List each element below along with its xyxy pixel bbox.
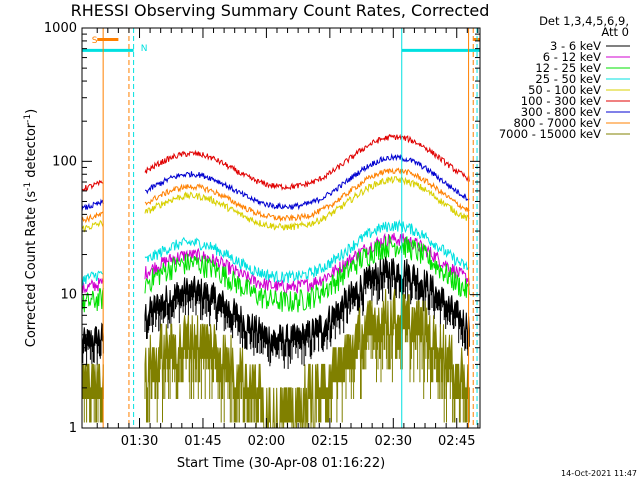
legend-entry: 25 - 50 keV xyxy=(535,72,601,86)
x-axis: 01:30 01:45 02:00 02:15 02:30 02:45 xyxy=(96,28,479,449)
y-axis-label: Corrected Count Rate (s-1 detector-1) xyxy=(23,109,39,347)
x-tick-label: 02:45 xyxy=(438,434,475,449)
chart-title: RHESSI Observing Summary Count Rates, Co… xyxy=(71,1,490,20)
x-tick-label: 02:15 xyxy=(311,434,348,449)
ylabel-end: ) xyxy=(24,109,39,114)
x-tick-label: 01:45 xyxy=(184,434,221,449)
legend-header: Att 0 xyxy=(601,25,629,39)
legend-entry: 3 - 6 keV xyxy=(550,39,601,53)
ylabel-sup1: -1 xyxy=(23,182,33,191)
x-tick-label: 02:30 xyxy=(375,434,412,449)
legend-entry: 300 - 800 keV xyxy=(521,105,601,119)
legend-header: Det 1,3,4,5,6,9, xyxy=(539,14,629,28)
series-line-2-seg-1 xyxy=(144,234,470,313)
y-axis: 1 10 100 1000 xyxy=(44,21,480,436)
legend-entry: 100 - 300 keV xyxy=(521,94,601,108)
x-axis-label: Start Time (30-Apr-08 01:16:22) xyxy=(177,456,385,471)
ylabel-main: Corrected Count Rate (s xyxy=(24,191,39,348)
y-tick-label: 1 xyxy=(69,421,77,436)
plot-frame xyxy=(81,27,481,429)
series-line-6-seg-0 xyxy=(82,198,104,212)
y-tick-label: 10 xyxy=(60,288,77,303)
plot-area: SN xyxy=(82,28,480,428)
date-stamp: 14-Oct-2021 11:47 xyxy=(561,469,637,478)
series-line-7-seg-1 xyxy=(144,167,470,223)
x-tick-label: 02:00 xyxy=(248,434,285,449)
series-line-5-seg-0 xyxy=(82,179,104,192)
legend-entry: 50 - 100 keV xyxy=(528,83,601,97)
series-line-1-seg-0 xyxy=(82,277,104,295)
series-line-0-seg-1 xyxy=(144,256,470,369)
series-line-4-seg-1 xyxy=(144,176,470,231)
series-line-4-seg-0 xyxy=(82,219,104,233)
ylabel-mid: detector xyxy=(24,122,39,182)
series-line-1-seg-1 xyxy=(144,232,470,294)
series-line-3-seg-0 xyxy=(82,270,104,286)
night-flag-label: N xyxy=(141,44,148,54)
series-line-6-seg-1 xyxy=(145,153,470,211)
series-line-0-seg-0 xyxy=(82,322,104,367)
series-line-5-seg-1 xyxy=(144,133,470,191)
series-line-8-seg-1 xyxy=(144,289,470,428)
legend-entry: 7000 - 15000 keV xyxy=(499,127,601,141)
legend-entry: 12 - 25 keV xyxy=(535,61,601,75)
legend-entry: 6 - 12 keV xyxy=(543,50,601,64)
series-line-3-seg-1 xyxy=(144,219,470,284)
saa-flag-label: S xyxy=(92,36,98,46)
legend-entry: 800 - 7000 keV xyxy=(513,116,601,130)
y-tick-label: 100 xyxy=(52,154,77,169)
ylabel-sup2: -1 xyxy=(23,114,33,123)
series-line-8-seg-0 xyxy=(82,363,104,423)
y-tick-label: 1000 xyxy=(44,21,77,36)
series-line-7-seg-0 xyxy=(82,211,104,224)
x-tick-label: 01:30 xyxy=(121,434,158,449)
